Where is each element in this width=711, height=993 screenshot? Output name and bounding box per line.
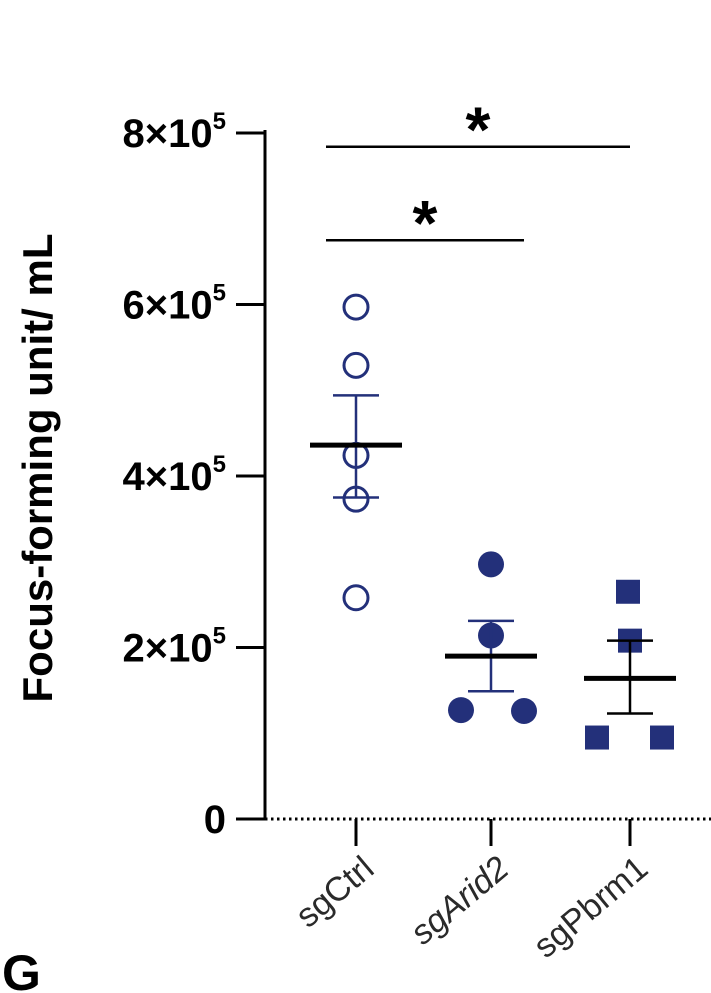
y-tick-label: 4×105 xyxy=(123,451,226,499)
y-ticks: 0 2×105 4×105 6×105 8×105 xyxy=(123,108,265,842)
x-ticks: sgCtrl sgArid2 sgPbrm1 xyxy=(289,819,655,966)
data-point xyxy=(616,579,640,604)
y-tick-label: 8×105 xyxy=(123,108,226,156)
data-point xyxy=(650,725,674,750)
x-tick-label: sgCtrl xyxy=(289,849,381,935)
y-tick-label: 0 xyxy=(204,798,226,842)
significance-annotations: ** xyxy=(326,94,630,259)
x-tick-label: sgPbrm1 xyxy=(526,849,655,966)
significance-star: * xyxy=(466,94,491,166)
significance-star: * xyxy=(413,187,438,259)
data-point xyxy=(478,551,504,578)
data-point xyxy=(511,697,537,724)
panel-label: G xyxy=(2,945,41,993)
data-point xyxy=(585,725,609,750)
data-point xyxy=(342,584,370,612)
data-point xyxy=(342,351,370,379)
x-tick-label: sgArid2 xyxy=(403,849,516,952)
data-marks xyxy=(310,293,676,750)
y-tick-label: 6×105 xyxy=(123,280,226,328)
data-point xyxy=(342,293,370,321)
y-tick-label: 2×105 xyxy=(123,623,226,671)
y-axis-label: Focus-forming unit/ mL xyxy=(14,234,61,703)
data-point xyxy=(448,697,474,724)
